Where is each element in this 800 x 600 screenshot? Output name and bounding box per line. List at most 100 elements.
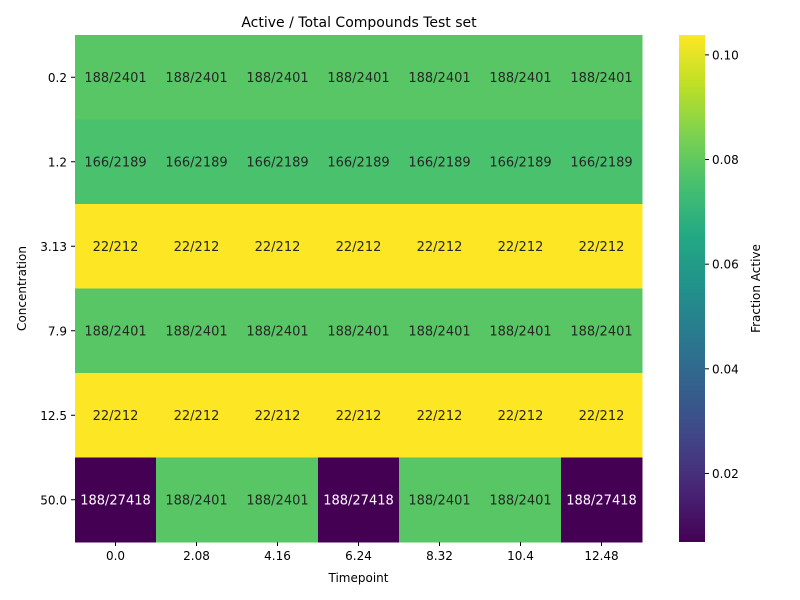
colorbar-gradient bbox=[679, 35, 705, 542]
heatmap-cell bbox=[318, 288, 400, 374]
heatmap-cell bbox=[561, 204, 643, 289]
heatmap-cell bbox=[561, 35, 643, 120]
cell-annotation: 188/2401 bbox=[408, 493, 470, 508]
cell-annotation: 188/2401 bbox=[327, 324, 389, 339]
cell-annotation: 22/212 bbox=[336, 409, 382, 424]
cell-annotation: 166/2189 bbox=[246, 155, 308, 170]
heatmap-cell bbox=[318, 204, 400, 289]
heatmap-cell bbox=[237, 288, 319, 374]
heatmap-cell bbox=[237, 373, 319, 458]
cell-annotation: 22/212 bbox=[255, 240, 301, 255]
heatmap-cell bbox=[237, 119, 319, 205]
heatmap-cell bbox=[561, 373, 643, 458]
heatmap-cell bbox=[480, 288, 562, 374]
heatmap-cell bbox=[237, 35, 319, 120]
cell-annotation: 22/212 bbox=[174, 409, 220, 424]
x-axis-label: Timepoint bbox=[328, 571, 389, 585]
y-axis: 0.2 1.2 3.13 7.9 12.5 50.0 bbox=[40, 71, 75, 507]
heatmap-cell bbox=[156, 373, 238, 458]
cell-annotation: 188/2401 bbox=[165, 493, 227, 508]
colorbar-tick-label: 0.06 bbox=[712, 258, 739, 272]
colorbar-tick-label: 0.02 bbox=[712, 467, 739, 481]
cell-annotation: 166/2189 bbox=[489, 155, 551, 170]
heatmap-cell bbox=[156, 119, 238, 205]
x-tick-label: 10.4 bbox=[507, 549, 534, 563]
cell-annotation: 188/2401 bbox=[165, 324, 227, 339]
heatmap-cell bbox=[156, 457, 238, 543]
cell-annotation: 166/2189 bbox=[84, 155, 146, 170]
y-tick-label: 1.2 bbox=[48, 155, 67, 169]
heatmap-cell bbox=[318, 457, 400, 543]
cell-annotation: 188/2401 bbox=[570, 71, 632, 86]
colorbar: 0.02 0.04 0.06 0.08 0.10 Fraction Active bbox=[679, 35, 763, 542]
cell-annotation: 188/2401 bbox=[84, 71, 146, 86]
cell-annotation: 166/2189 bbox=[165, 155, 227, 170]
x-tick-label: 2.08 bbox=[183, 549, 210, 563]
heatmap-cell bbox=[237, 457, 319, 543]
colorbar-tick-label: 0.10 bbox=[712, 48, 739, 62]
cell-annotation: 188/27418 bbox=[323, 493, 394, 508]
cell-annotation: 22/212 bbox=[417, 409, 463, 424]
heatmap-cell bbox=[399, 373, 481, 458]
heatmap-cell bbox=[399, 288, 481, 374]
cell-annotation: 166/2189 bbox=[327, 155, 389, 170]
x-tick-label: 12.48 bbox=[584, 549, 618, 563]
cell-annotation: 22/212 bbox=[579, 240, 625, 255]
y-tick-label: 0.2 bbox=[48, 71, 67, 85]
x-axis: 0.0 2.08 4.16 6.24 8.32 10.4 12.48 bbox=[106, 542, 619, 563]
heatmap-cell bbox=[318, 119, 400, 205]
y-axis-label: Concentration bbox=[15, 246, 29, 331]
heatmap-cell bbox=[156, 204, 238, 289]
heatmap-cell bbox=[480, 35, 562, 120]
cell-annotation: 188/2401 bbox=[84, 324, 146, 339]
x-tick-label: 6.24 bbox=[345, 549, 372, 563]
heatmap-cell bbox=[561, 119, 643, 205]
cell-annotation: 22/212 bbox=[417, 240, 463, 255]
heatmap-cells bbox=[75, 35, 643, 543]
cell-annotation: 188/2401 bbox=[489, 71, 551, 86]
x-tick-label: 0.0 bbox=[106, 549, 125, 563]
heatmap-cell bbox=[561, 457, 643, 543]
cell-annotation: 188/2401 bbox=[570, 324, 632, 339]
colorbar-tick-label: 0.08 bbox=[712, 153, 739, 167]
colorbar-label: Fraction Active bbox=[749, 244, 763, 333]
heatmap-cell bbox=[399, 35, 481, 120]
cell-annotation: 188/2401 bbox=[165, 71, 227, 86]
heatmap-cell bbox=[561, 288, 643, 374]
cell-annotation: 166/2189 bbox=[570, 155, 632, 170]
heatmap-cell bbox=[75, 119, 157, 205]
cell-annotation: 188/2401 bbox=[327, 71, 389, 86]
cell-annotation: 166/2189 bbox=[408, 155, 470, 170]
cell-annotation: 22/212 bbox=[174, 240, 220, 255]
cell-annotation: 22/212 bbox=[93, 409, 139, 424]
cell-annotation: 188/27418 bbox=[80, 493, 151, 508]
cell-annotation: 188/2401 bbox=[489, 324, 551, 339]
cell-annotation: 22/212 bbox=[93, 240, 139, 255]
heatmap-cell bbox=[75, 457, 157, 543]
heatmap-cell bbox=[237, 204, 319, 289]
cell-annotation: 22/212 bbox=[498, 240, 544, 255]
heatmap-cell bbox=[75, 204, 157, 289]
cell-annotation: 22/212 bbox=[579, 409, 625, 424]
heatmap-cell bbox=[75, 373, 157, 458]
chart-title: Active / Total Compounds Test set bbox=[241, 15, 477, 31]
heatmap-cell bbox=[318, 373, 400, 458]
cell-annotation: 22/212 bbox=[336, 240, 382, 255]
y-tick-label: 3.13 bbox=[40, 240, 67, 254]
cell-annotation: 22/212 bbox=[255, 409, 301, 424]
heatmap-cell bbox=[480, 373, 562, 458]
x-tick-label: 8.32 bbox=[426, 549, 453, 563]
y-tick-label: 12.5 bbox=[40, 409, 67, 423]
x-tick-label: 4.16 bbox=[264, 549, 291, 563]
cell-annotation: 188/2401 bbox=[246, 71, 308, 86]
cell-annotation: 188/27418 bbox=[566, 493, 637, 508]
cell-annotation: 188/2401 bbox=[246, 493, 308, 508]
heatmap-cell bbox=[399, 119, 481, 205]
heatmap-cell bbox=[156, 288, 238, 374]
heatmap-cell bbox=[480, 119, 562, 205]
heatmap-cell bbox=[480, 204, 562, 289]
heatmap-cell-labels: 188/2401 188/2401 188/2401 188/2401 188/2401… bbox=[80, 71, 637, 509]
cell-annotation: 188/2401 bbox=[408, 71, 470, 86]
heatmap-cell bbox=[75, 288, 157, 374]
